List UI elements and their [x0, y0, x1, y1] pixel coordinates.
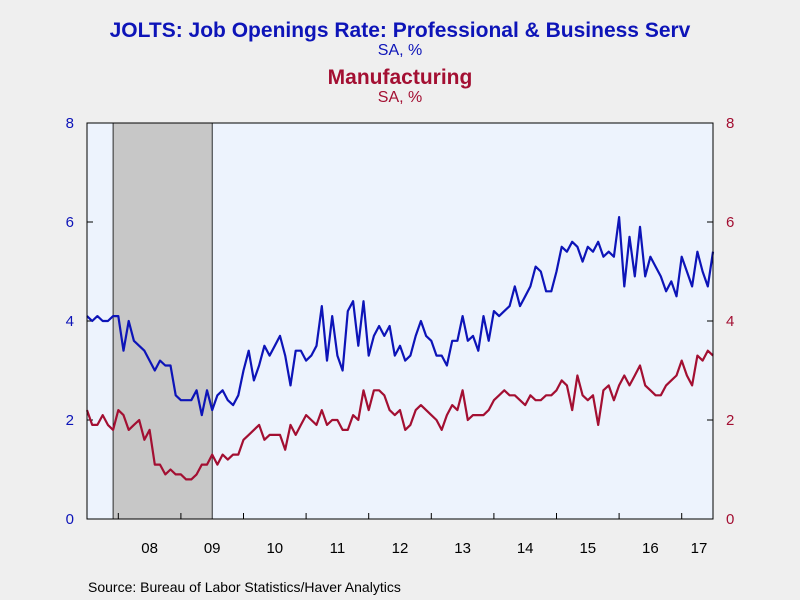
chart-unit-series2: SA, %: [377, 89, 423, 106]
y-left-tick-label: 6: [66, 214, 74, 231]
x-tick-label: 13: [454, 540, 471, 557]
x-tick-label: 10: [266, 540, 283, 557]
y-left-tick-label: 2: [66, 412, 74, 429]
y-right-tick-label: 2: [726, 412, 734, 429]
plot-frame: [86, 122, 714, 520]
y-left-tick-label: 0: [66, 511, 74, 528]
y-right-tick-label: 0: [726, 511, 734, 528]
x-tick-label: 09: [204, 540, 221, 557]
x-tick-label: 08: [141, 540, 158, 557]
chart-title-series1: JOLTS: Job Openings Rate: Professional &…: [109, 19, 691, 42]
y-left-tick-label: 8: [66, 115, 74, 132]
x-tick-label: 17: [691, 540, 708, 557]
x-axis-ticks: [117, 513, 683, 519]
x-tick-label: 11: [330, 540, 346, 557]
y-right-tick-label: 8: [726, 115, 734, 132]
y-right-tick-label: 4: [726, 313, 734, 330]
x-tick-label: 16: [642, 540, 659, 557]
series-line-professional-business: [86, 216, 715, 417]
x-axis-labels: 08 09 10 11 12 13 14 15 16 17: [141, 540, 707, 557]
x-tick-label: 14: [517, 540, 534, 557]
source-note: Source: Bureau of Labor Statistics/Haver…: [88, 579, 401, 595]
x-tick-label: 12: [392, 540, 409, 557]
chart-title-series2: Manufacturing: [327, 66, 473, 89]
y-right-tick-label: 6: [726, 214, 734, 231]
x-tick-label: 15: [579, 540, 596, 557]
y-axis-right-labels: 0 2 4 6 8: [726, 115, 734, 528]
y-axis-left-labels: 0 2 4 6 8: [66, 115, 74, 528]
y-left-tick-label: 4: [66, 313, 74, 330]
chart-unit-series1: SA, %: [377, 42, 423, 59]
series-line-manufacturing: [85, 349, 714, 481]
